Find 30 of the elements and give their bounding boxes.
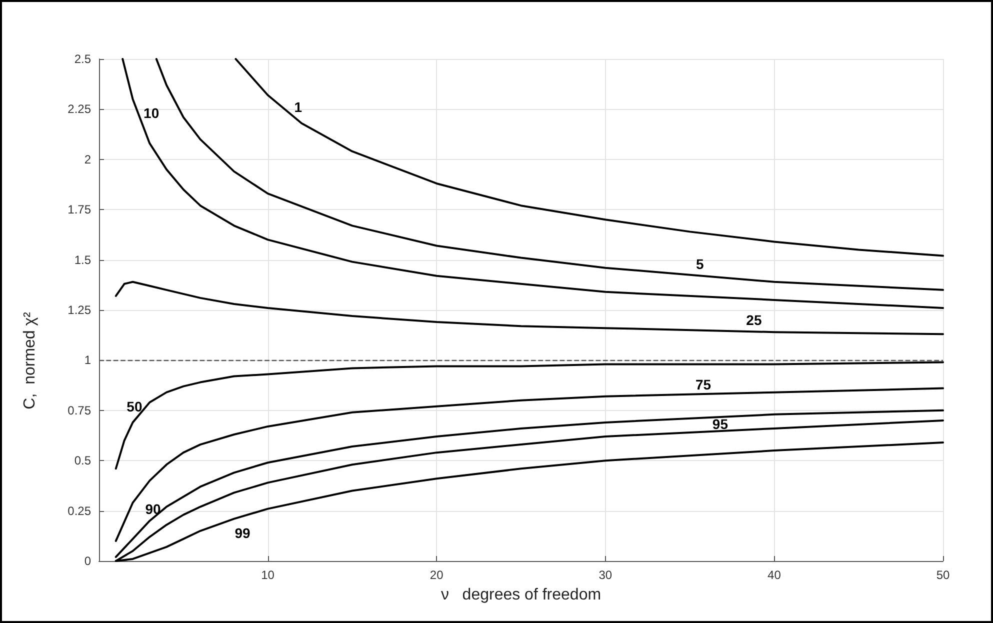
y-tick-label: 1 xyxy=(84,353,92,368)
x-tick-label: 30 xyxy=(598,568,612,582)
line-series xyxy=(114,280,944,336)
y-tick-label: 2 xyxy=(84,152,92,166)
series-label: 75 xyxy=(696,376,712,392)
line-series xyxy=(234,58,944,257)
x-axis-title: ν degrees of freedom xyxy=(440,586,602,604)
y-tick-label: 2.5 xyxy=(74,52,92,66)
y-tick-label: 0.5 xyxy=(74,454,92,468)
series-label: 1 xyxy=(294,99,302,116)
series-label: 5 xyxy=(696,256,704,272)
series-label: 10 xyxy=(144,105,160,122)
y-tick-label: 0.75 xyxy=(68,403,92,418)
y-tick-label: 1.75 xyxy=(68,202,92,217)
y-tick-label: 1.5 xyxy=(74,252,92,267)
y-tick-label: 0 xyxy=(84,554,92,568)
x-tick-label: 50 xyxy=(936,568,950,582)
y-axis-title: C, normed χ² xyxy=(22,311,38,410)
series-label: 95 xyxy=(712,416,728,432)
series-label: 50 xyxy=(126,398,142,414)
y-tick-label: 1.25 xyxy=(68,303,92,317)
x-tick-label: 20 xyxy=(430,568,444,582)
line-series xyxy=(114,361,944,470)
series-label: 99 xyxy=(234,524,250,541)
y-tick-label: 2.25 xyxy=(68,102,92,116)
series-label: 25 xyxy=(746,312,762,328)
y-tick-label: 0.25 xyxy=(68,504,92,518)
series-label: 90 xyxy=(145,500,162,517)
x-tick-label: 10 xyxy=(261,568,275,582)
x-tick-label: 40 xyxy=(768,568,782,582)
